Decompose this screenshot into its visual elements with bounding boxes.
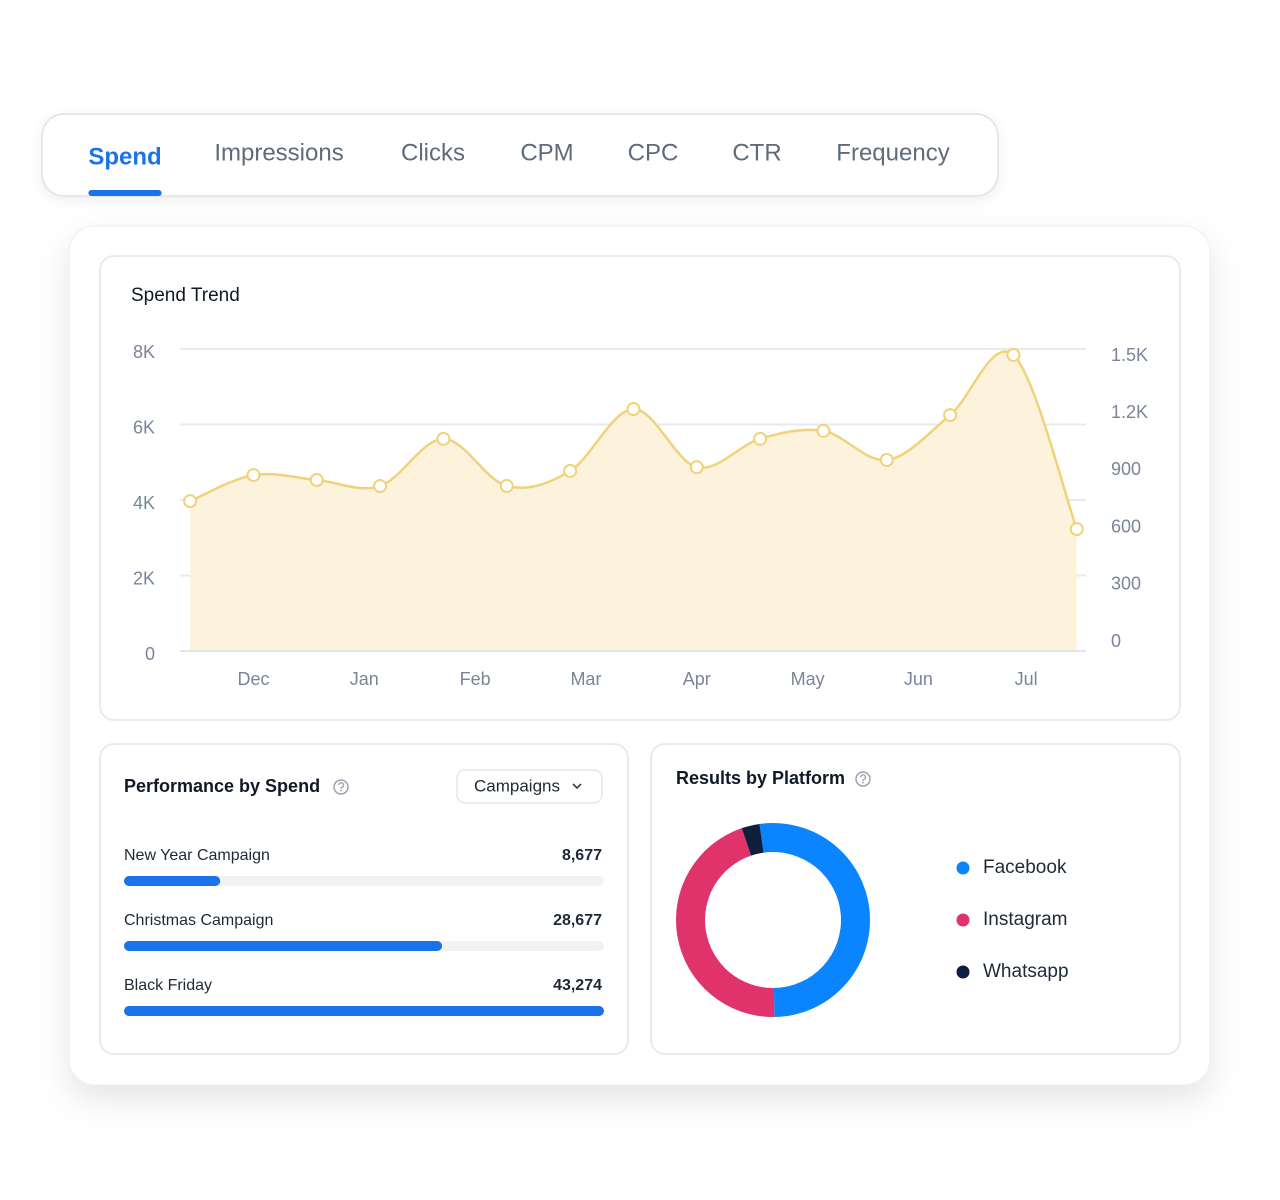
bar-value: 8,677	[562, 847, 602, 864]
y-tick-label: 4K	[133, 493, 155, 513]
y-tick-label: 0	[145, 644, 155, 664]
x-tick-label: Jan	[350, 669, 379, 689]
y2-tick-label: 300	[1111, 574, 1141, 594]
bar-value: 28,677	[553, 912, 602, 929]
tabs: Spend Impressions Clicks CPM CPC CTR Frequency	[88, 139, 950, 196]
card-title: Results by Platform	[676, 768, 845, 788]
donut-slice	[759, 823, 871, 1017]
perf-card	[99, 743, 629, 1055]
x-tick-label: May	[791, 669, 825, 689]
bar	[124, 941, 443, 951]
y2-tick-label: 600	[1111, 516, 1141, 536]
y2-tick-label: 1.5K	[1111, 345, 1148, 365]
point	[626, 402, 641, 417]
tab-underline	[88, 190, 162, 196]
card-title: Spend Trend	[131, 285, 240, 306]
point	[1006, 348, 1021, 363]
donut-slice	[676, 828, 775, 1017]
point	[943, 408, 958, 423]
legend-dot	[956, 965, 970, 979]
legend-label: Facebook	[983, 857, 1067, 878]
point	[246, 468, 261, 483]
x-tick-label: Apr	[683, 669, 711, 689]
y2-tick-label: 1.2K	[1111, 402, 1148, 422]
bar-track	[124, 876, 604, 886]
legend-dot	[956, 861, 970, 875]
tab[interactable]: CTR	[732, 139, 781, 166]
legend-label: Instagram	[983, 909, 1067, 930]
point	[1069, 522, 1084, 537]
x-tick-label: Jul	[1015, 669, 1038, 689]
bar-label: New Year Campaign	[124, 847, 270, 864]
y-tick-label: 2K	[133, 568, 155, 588]
point	[816, 423, 831, 438]
y2-tick-label: 0	[1111, 631, 1121, 651]
point	[879, 452, 894, 467]
area	[190, 351, 1077, 650]
tab-bar	[41, 113, 999, 197]
x-tick-label: Feb	[460, 669, 491, 689]
point	[373, 479, 388, 494]
y-tick-label: 8K	[133, 342, 155, 362]
dropdown-label[interactable]: Campaigns	[474, 776, 560, 795]
legend-dot	[956, 913, 970, 927]
y-tick-label: 6K	[133, 417, 155, 437]
help-icon	[855, 771, 871, 787]
bar-label: Black Friday	[124, 977, 212, 994]
help-icon	[333, 779, 349, 795]
tab[interactable]: Clicks	[401, 139, 465, 166]
point	[436, 431, 451, 446]
point	[689, 460, 704, 475]
dropdown[interactable]	[456, 769, 603, 804]
point	[753, 431, 768, 446]
x-tick-label: Mar	[570, 669, 601, 689]
point	[183, 494, 198, 509]
point	[499, 479, 514, 494]
platform-card	[650, 743, 1181, 1055]
bar	[124, 876, 221, 886]
donut-slice	[741, 823, 764, 856]
legend-label: Whatsapp	[983, 961, 1069, 982]
tab[interactable]: Spend	[88, 143, 161, 170]
tab[interactable]: Frequency	[836, 139, 949, 166]
card-title: Performance by Spend	[124, 776, 320, 796]
chevron	[572, 783, 582, 790]
y2-tick-label: 900	[1111, 459, 1141, 479]
tab[interactable]: Impressions	[214, 139, 343, 166]
bar-label: Christmas Campaign	[124, 912, 273, 929]
point	[309, 472, 324, 487]
bar-value: 43,274	[553, 977, 602, 994]
bar	[124, 1006, 604, 1016]
x-tick-label: Dec	[237, 669, 269, 689]
tab[interactable]: CPC	[628, 139, 679, 166]
tab[interactable]: CPM	[520, 139, 573, 166]
point	[563, 463, 578, 478]
x-tick-label: Jun	[904, 669, 933, 689]
